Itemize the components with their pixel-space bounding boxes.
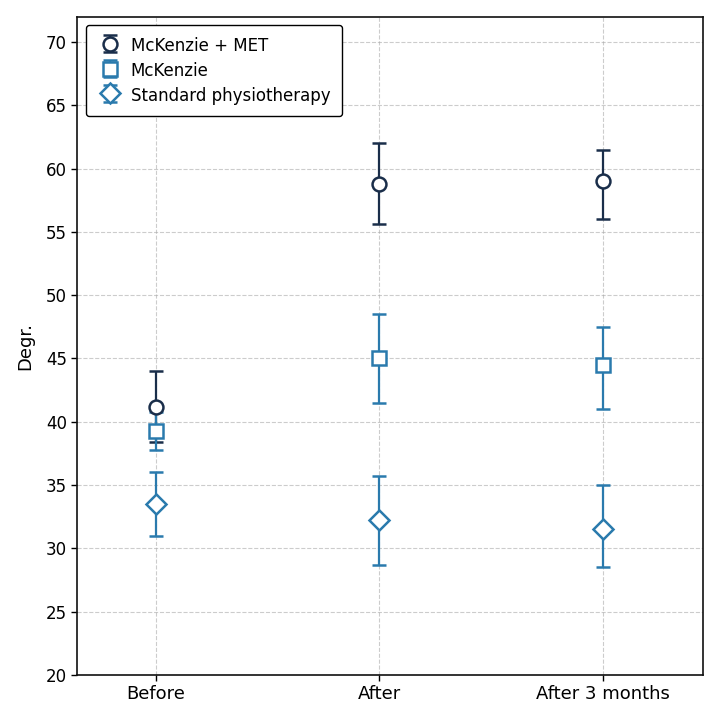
Legend: McKenzie + MET, McKenzie, Standard physiotherapy: McKenzie + MET, McKenzie, Standard physi… [86,25,342,116]
Y-axis label: Degr.: Degr. [17,322,35,370]
